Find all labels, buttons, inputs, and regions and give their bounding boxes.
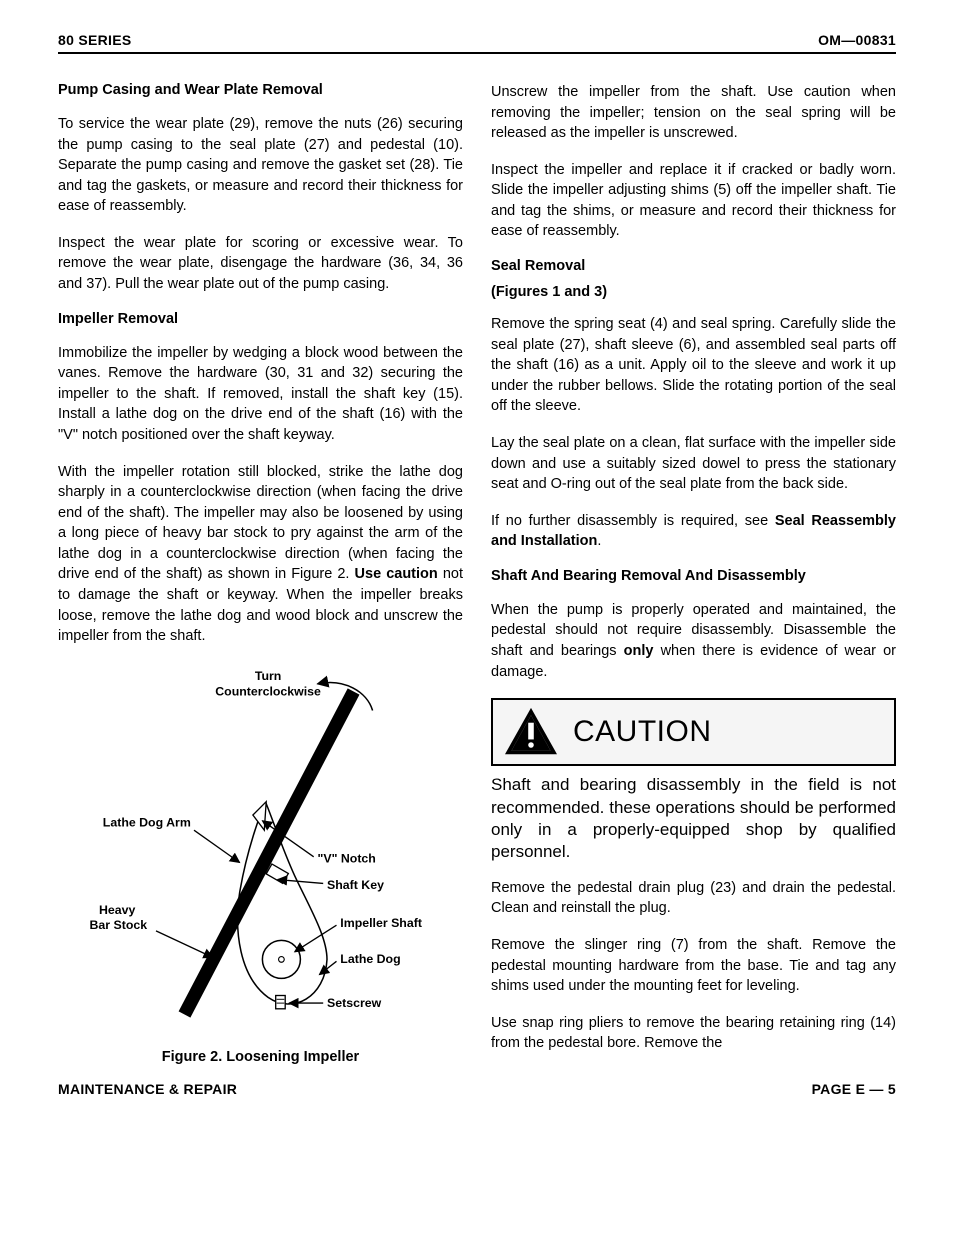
page-footer: MAINTENANCE & REPAIR PAGE E — 5 xyxy=(58,1081,896,1097)
figure-2-caption: Figure 2. Loosening Impeller xyxy=(58,1049,463,1065)
caution-label: CAUTION xyxy=(573,715,712,749)
para-r6b: only xyxy=(624,643,654,659)
leader-lathe-dog-arm xyxy=(194,830,240,862)
label-turn-2: Counterclockwise xyxy=(215,684,321,698)
label-setscrew: Setscrew xyxy=(327,996,382,1010)
heading-shaft-bearing: Shaft And Bearing Removal And Disassembl… xyxy=(491,568,896,584)
para-l1: To service the wear plate (29), remove t… xyxy=(58,114,463,217)
label-lathe-dog-arm: Lathe Dog Arm xyxy=(103,815,191,829)
shaft-center xyxy=(279,956,285,962)
para-r9: Use snap ring pliers to remove the beari… xyxy=(491,1013,896,1054)
heading-pump-casing: Pump Casing and Wear Plate Removal xyxy=(58,82,463,98)
header-left: 80 SERIES xyxy=(58,32,132,48)
para-r1: Unscrew the impeller from the shaft. Use… xyxy=(491,82,896,144)
label-impeller-shaft: Impeller Shaft xyxy=(340,916,422,930)
header-rule xyxy=(58,52,896,54)
caution-box: CAUTION xyxy=(491,698,896,766)
label-v-notch: "V" Notch xyxy=(318,851,376,865)
label-lathe-dog: Lathe Dog xyxy=(340,952,400,966)
para-r5a: If no further disassembly is required, s… xyxy=(491,513,775,529)
para-l2: Inspect the wear plate for scoring or ex… xyxy=(58,233,463,295)
label-turn-1: Turn xyxy=(255,669,282,683)
left-column: Pump Casing and Wear Plate Removal To se… xyxy=(58,82,463,1065)
figure-2-svg: Turn Counterclockwise Lathe Dog Arm Heav… xyxy=(58,663,463,1043)
warning-triangle-icon xyxy=(503,706,559,758)
page-header: 80 SERIES OM—00831 xyxy=(58,32,896,52)
para-l3: Immobilize the impeller by wedging a blo… xyxy=(58,343,463,446)
setscrew xyxy=(276,995,286,1008)
para-r5: If no further disassembly is required, s… xyxy=(491,511,896,552)
para-r4: Lay the seal plate on a clean, flat surf… xyxy=(491,433,896,495)
heading-impeller-removal: Impeller Removal xyxy=(58,311,463,327)
header-right: OM—00831 xyxy=(818,32,896,48)
label-heavy-2: Bar Stock xyxy=(90,918,148,932)
right-column: Unscrew the impeller from the shaft. Use… xyxy=(491,82,896,1065)
footer-left: MAINTENANCE & REPAIR xyxy=(58,1081,237,1097)
figure-2: Turn Counterclockwise Lathe Dog Arm Heav… xyxy=(58,663,463,1065)
para-r7: Remove the pedestal drain plug (23) and … xyxy=(491,878,896,919)
two-column-layout: Pump Casing and Wear Plate Removal To se… xyxy=(58,82,896,1065)
para-l4a: With the impeller rotation still blocked… xyxy=(58,464,463,583)
label-heavy-1: Heavy xyxy=(99,903,136,917)
para-r8: Remove the slinger ring (7) from the sha… xyxy=(491,935,896,997)
para-r5c: . xyxy=(597,533,601,549)
heading-seal-removal: Seal Removal xyxy=(491,258,896,274)
caution-paragraph: Shaft and bearing disassembly in the fie… xyxy=(491,774,896,864)
leader-heavy xyxy=(156,931,213,958)
para-r6: When the pump is properly operated and m… xyxy=(491,600,896,682)
footer-right: PAGE E — 5 xyxy=(812,1081,896,1097)
para-r3: Remove the spring seat (4) and seal spri… xyxy=(491,314,896,417)
para-l4b: Use caution xyxy=(355,566,438,582)
label-shaft-key: Shaft Key xyxy=(327,878,384,892)
para-l4: With the impeller rotation still blocked… xyxy=(58,462,463,647)
para-r2: Inspect the impeller and replace it if c… xyxy=(491,160,896,242)
subheading-figures-1-3: (Figures 1 and 3) xyxy=(491,284,896,300)
